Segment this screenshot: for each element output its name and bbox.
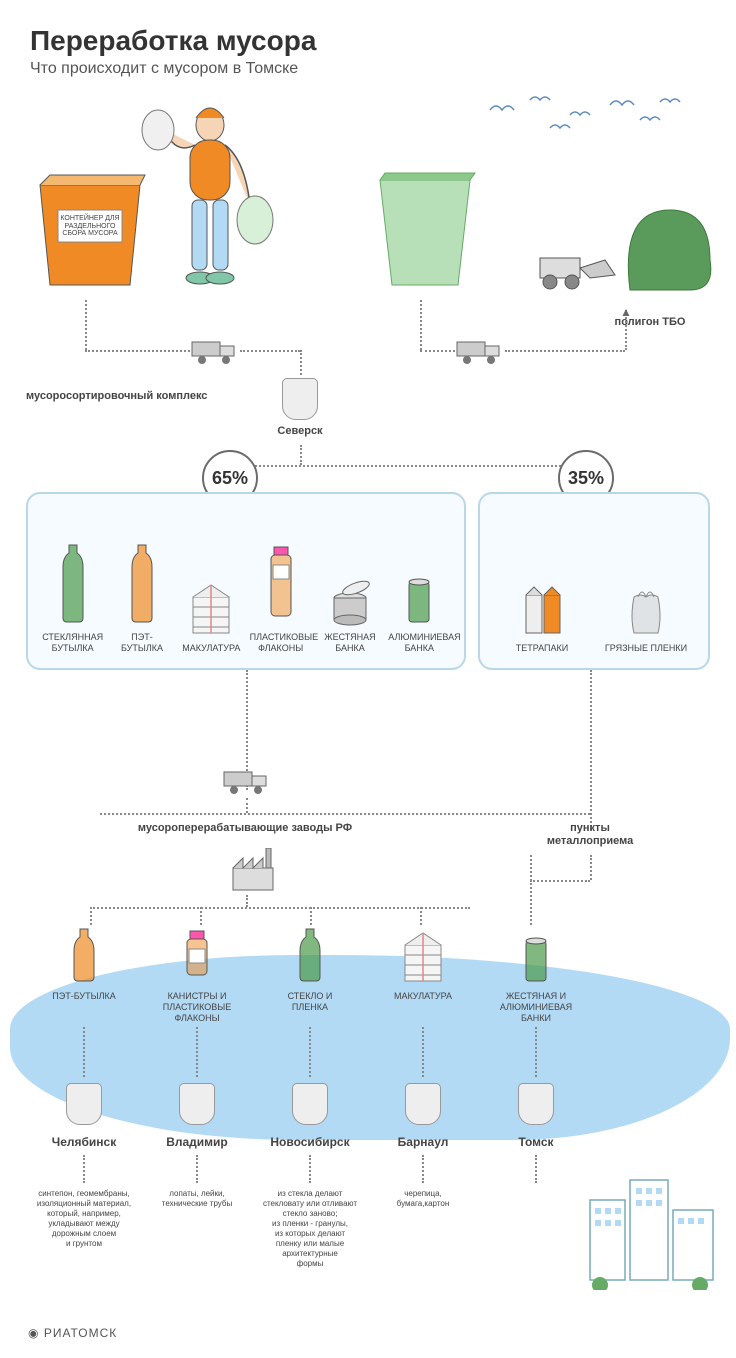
city-column: МАКУЛАТУРА Барнаул черепица, бумага,картон [369,925,477,1269]
city-column: КАНИСТРЫ И ПЛАСТИКОВЫЕ ФЛАКОНЫ Владимир ло… [143,925,251,1269]
page-subtitle: Что происходит с мусором в Томске [30,60,298,78]
city-name: Владимир [166,1135,228,1149]
item-label: МАКУЛАТУРА [180,643,242,654]
green-bin-icon [370,170,480,300]
factory-icon [228,848,278,893]
factories-label: мусороперерабатывающие заводы РФ [110,822,380,835]
recyclable-item: ПЭТ-БУТЫЛКА [111,541,173,654]
landfill-label: полигон ТБО [600,316,700,329]
sorting-complex-label: мусоросортировочный комплекс [26,390,226,403]
city-desc: из стекла делают стекловату или отливают… [263,1189,357,1269]
container-label: КОНТЕЙНЕР ДЛЯ РАЗДЕЛЬНОГО СБОРА МУСОРА [55,215,125,238]
recyclable-item: АЛЮМИНИЕВАЯ БАНКА [388,541,450,654]
city-column: СТЕКЛО И ПЛЕНКА Новосибирск из стекла дела… [256,925,364,1269]
panel-65: СТЕКЛЯННАЯ БУТЫЛКА ПЭТ-БУТЫЛКА МАКУЛАТУРА П… [26,492,466,670]
city-desc: черепица, бумага,картон [397,1189,450,1209]
city-name: Барнаул [398,1135,449,1149]
footer-logo: ◉ РИАТОМСК [28,1326,117,1340]
item-label: ПЭТ-БУТЫЛКА [111,632,173,654]
shield-icon [518,1083,554,1125]
item-label: ПЛАСТИКОВЫЕ ФЛАКОНЫ [250,632,312,654]
person-icon [140,100,280,310]
nonrecyclable-item: ТЕТРАПАКИ [497,552,587,654]
city-name: Челябинск [52,1135,116,1149]
city-column: ЖЕСТЯНАЯ И АЛЮМИНИЕВАЯ БАНКИ Томск [482,925,590,1269]
nonrecyclable-item: ГРЯЗНЫЕ ПЛЕНКИ [601,552,691,654]
recyclable-item: МАКУЛАТУРА [180,552,242,654]
shield-icon [179,1083,215,1125]
birds-icon [480,90,700,150]
city-name: Новосибирск [270,1135,349,1149]
footer-text: РИАТОМСК [44,1326,117,1340]
truck-icon [455,338,505,366]
shield-icon [66,1083,102,1125]
landfill-icon [520,190,720,310]
product-label: КАНИСТРЫ И ПЛАСТИКОВЫЕ ФЛАКОНЫ [163,991,231,1021]
city-desc: лопаты, лейки, технические трубы [162,1189,232,1209]
item-label: ГРЯЗНЫЕ ПЛЕНКИ [601,643,691,654]
panel-35: ТЕТРАПАКИ ГРЯЗНЫЕ ПЛЕНКИ [478,492,710,670]
item-label: ТЕТРАПАКИ [497,643,587,654]
product-label: ЖЕСТЯНАЯ И АЛЮМИНИЕВАЯ БАНКИ [500,991,572,1021]
truck-icon [190,338,240,366]
product-label: СТЕКЛО И ПЛЕНКА [288,991,333,1021]
seversk-label: Северск [265,425,335,438]
shield-icon [282,378,318,420]
shield-icon [292,1083,328,1125]
metal-label: пункты металлоприема [530,822,650,848]
shield-icon [405,1083,441,1125]
item-label: АЛЮМИНИЕВАЯ БАНКА [388,632,450,654]
recyclable-item: ПЛАСТИКОВЫЕ ФЛАКОНЫ [250,541,312,654]
infographic-root: Переработка мусора Что происходит с мусо… [0,0,736,1358]
product-label: ПЭТ-БУТЫЛКА [52,991,115,1021]
recyclable-item: СТЕКЛЯННАЯ БУТЫЛКА [42,541,104,654]
cities-row: ПЭТ-БУТЫЛКА Челябинск синтепон, геомембран… [30,925,590,1269]
city-desc: синтепон, геомембраны, изоляционный мате… [37,1189,131,1249]
product-label: МАКУЛАТУРА [394,991,452,1021]
city-name: Томск [518,1135,553,1149]
buildings-icon [580,1160,730,1290]
truck-icon [222,768,272,796]
recyclable-item: ЖЕСТЯНАЯ БАНКА [319,541,381,654]
page-title: Переработка мусора [30,25,316,57]
item-label: СТЕКЛЯННАЯ БУТЫЛКА [42,632,104,654]
city-column: ПЭТ-БУТЫЛКА Челябинск синтепон, геомембран… [30,925,138,1269]
item-label: ЖЕСТЯНАЯ БАНКА [319,632,381,654]
